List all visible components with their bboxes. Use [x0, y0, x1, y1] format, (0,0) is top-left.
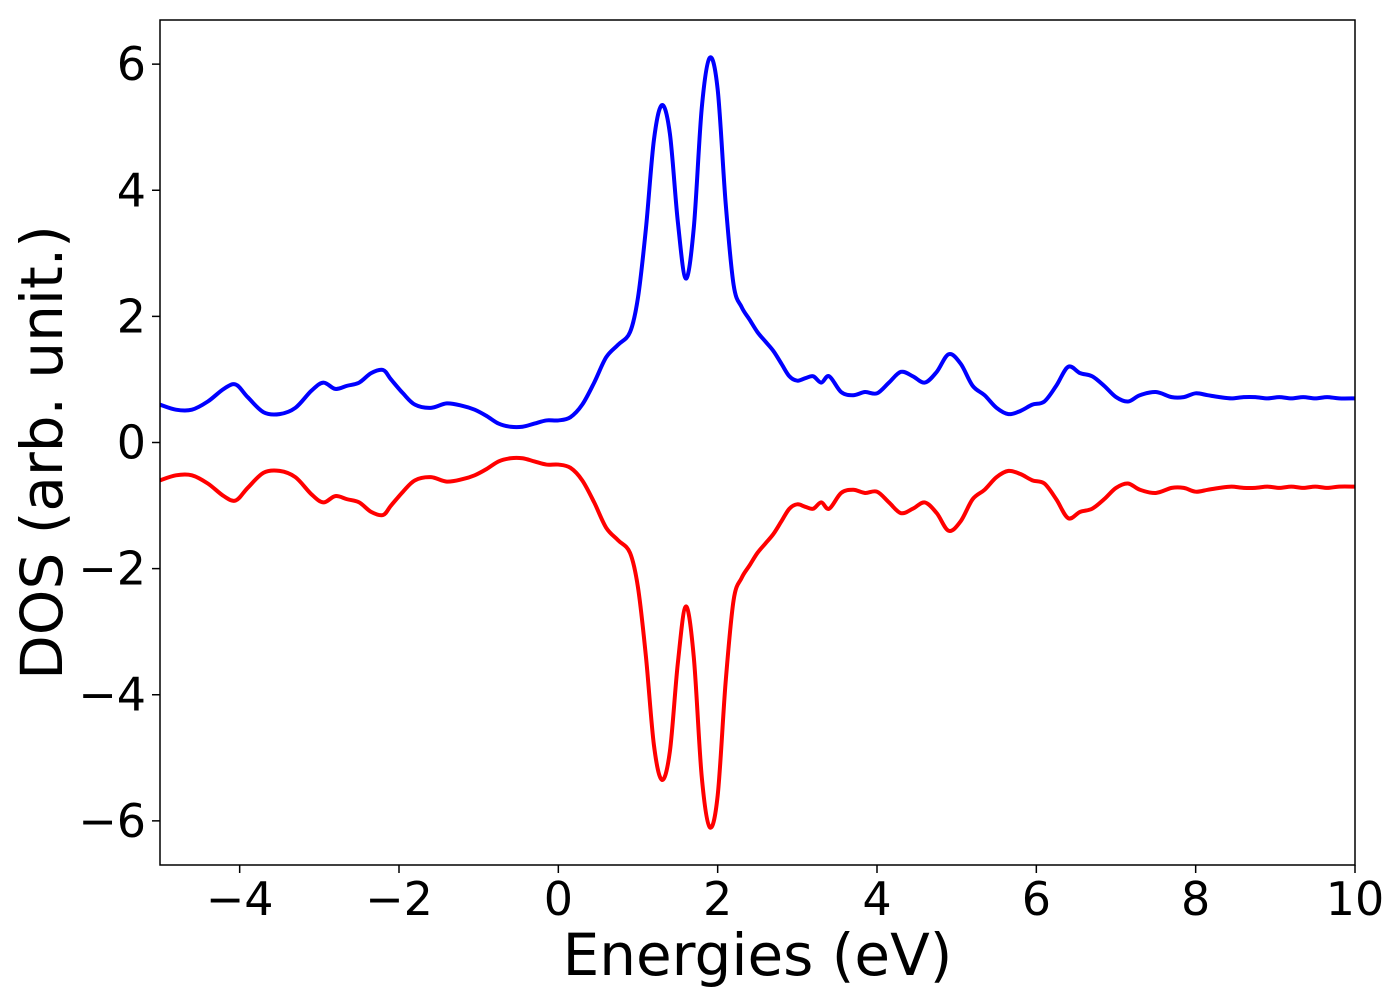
x-tick-label: −2	[365, 872, 433, 926]
y-tick-label: 4	[117, 163, 146, 217]
y-tick-label: 6	[117, 37, 146, 91]
series-layer	[160, 55, 1355, 830]
x-axis: −4 −2 0 2 4 6 8 10	[206, 865, 1385, 926]
x-tick-label: −4	[206, 872, 274, 926]
y-tick-label: 0	[117, 416, 146, 470]
y-tick-label: −2	[78, 542, 146, 596]
x-axis-label: Energies (eV)	[563, 921, 953, 989]
x-tick-label: 2	[703, 872, 732, 926]
y-tick-label: −4	[78, 668, 146, 722]
x-tick-label: 10	[1326, 872, 1385, 926]
x-tick-label: 6	[1022, 872, 1051, 926]
x-tick-label: 8	[1181, 872, 1210, 926]
x-tick-label: 4	[862, 872, 891, 926]
series-line-0	[160, 55, 1355, 430]
y-axis-label: DOS (arb. unit.)	[8, 225, 76, 680]
x-tick-label: 0	[544, 872, 573, 926]
y-tick-label: 2	[117, 289, 146, 343]
y-axis: −6 −4 −2 0 2 4 6	[78, 37, 160, 848]
series-line-1	[160, 455, 1355, 830]
y-tick-label: −6	[78, 794, 146, 848]
